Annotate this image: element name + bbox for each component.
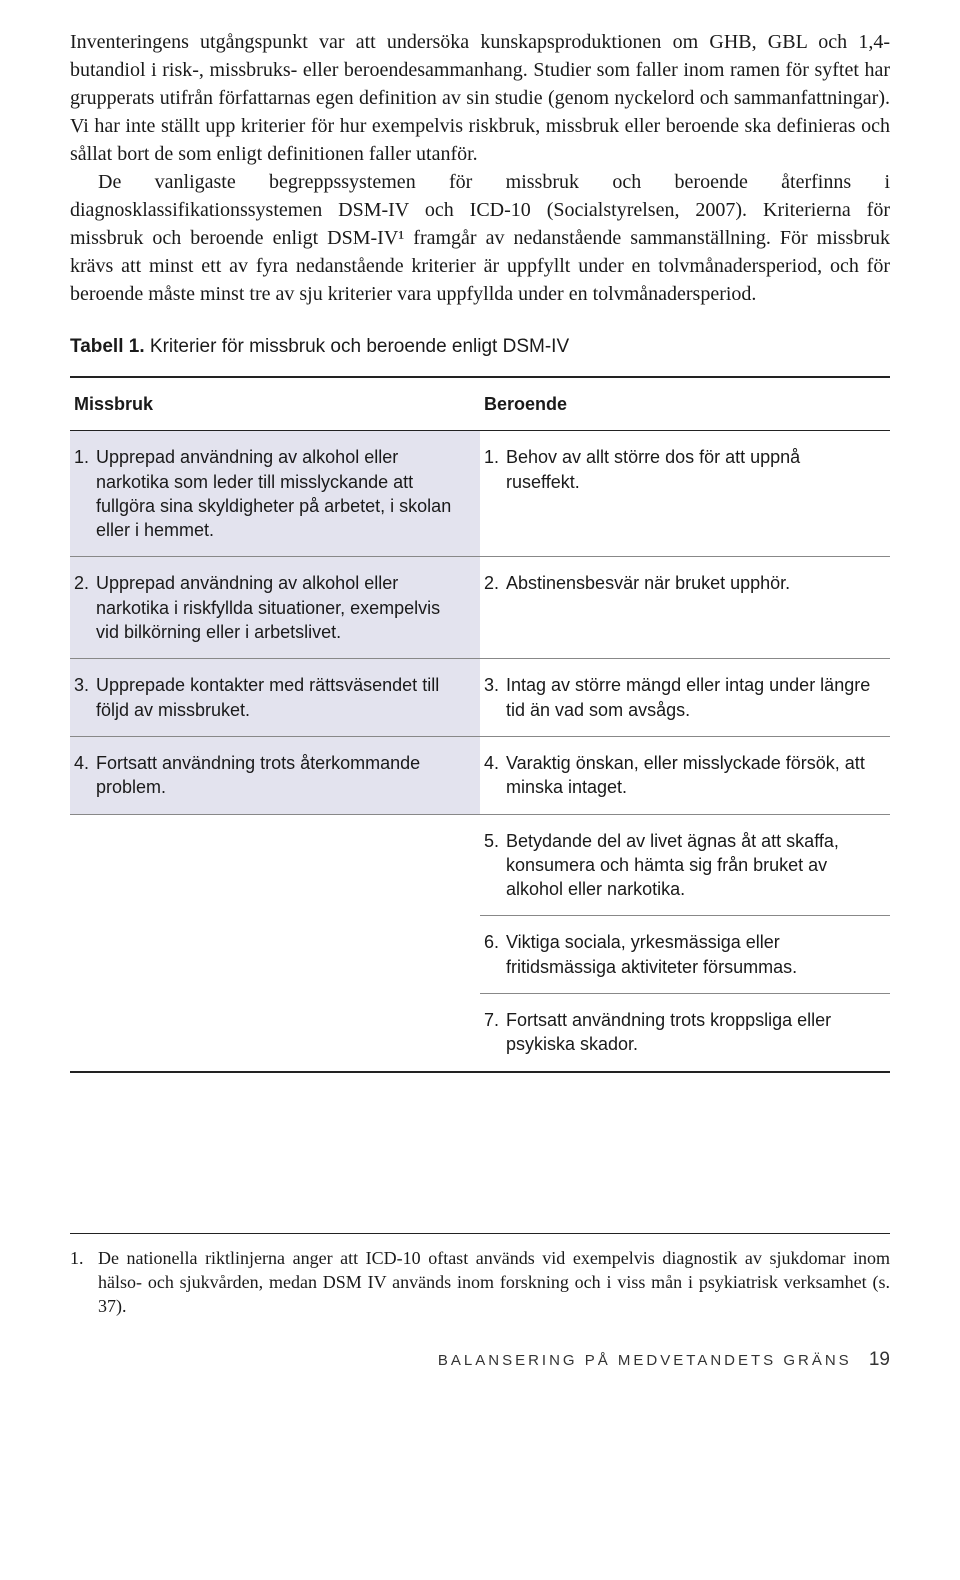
item-num: 5. xyxy=(484,829,506,902)
item-text: Fortsatt användning trots återkommande p… xyxy=(96,751,462,800)
item-text: Upprepad användning av alkohol eller nar… xyxy=(96,445,462,542)
dsm-table-body: 1.Upprepad användning av alkohol eller n… xyxy=(70,431,890,1072)
table-title: Tabell 1. Kriterier för missbruk och ber… xyxy=(70,336,890,358)
table-cell-left: 3.Upprepade kontakter med rättsväsendet … xyxy=(70,659,480,737)
item-num: 2. xyxy=(74,571,96,644)
table-cell-left: 4.Fortsatt användning trots återkommande… xyxy=(70,736,480,814)
item-text: Fortsatt användning trots kroppsliga ell… xyxy=(506,1008,872,1057)
item-num: 4. xyxy=(484,751,506,800)
footnote: 1. De nationella riktlinjerna anger att … xyxy=(70,1246,890,1319)
item-text: Varaktig önskan, eller misslyckade försö… xyxy=(506,751,872,800)
table-cell-left: 2.Upprepad användning av alkohol eller n… xyxy=(70,557,480,659)
footnote-num: 1. xyxy=(70,1246,98,1319)
body-paragraph-1: Inventeringens utgångspunkt var att unde… xyxy=(70,28,890,168)
item-text: Abstinensbesvär när bruket upphör. xyxy=(506,571,872,595)
item-num: 7. xyxy=(484,1008,506,1057)
table-cell-left xyxy=(70,916,480,994)
col-header-beroende: Beroende xyxy=(480,377,890,431)
item-text: Upprepade kontakter med rättsväsendet ti… xyxy=(96,673,462,722)
table-cell-right: 1.Behov av allt större dos för att uppnå… xyxy=(480,431,890,557)
table-cell-left xyxy=(70,814,480,916)
item-num: 2. xyxy=(484,571,506,595)
item-num: 3. xyxy=(484,673,506,722)
footer-title: BALANSERING PÅ MEDVETANDETS GRÄNS xyxy=(438,1352,852,1369)
table-cell-left: 1.Upprepad användning av alkohol eller n… xyxy=(70,431,480,557)
dsm-table: Missbruk Beroende 1.Upprepad användning … xyxy=(70,376,890,1073)
table-title-bold: Tabell 1. xyxy=(70,336,145,357)
table-title-rest: Kriterier för missbruk och beroende enli… xyxy=(145,336,570,357)
item-text: Betydande del av livet ägnas åt att skaf… xyxy=(506,829,872,902)
table-cell-right: 3.Intag av större mängd eller intag unde… xyxy=(480,659,890,737)
table-cell-right: 6.Viktiga sociala, yrkesmässiga eller fr… xyxy=(480,916,890,994)
footnote-text: De nationella riktlinjerna anger att ICD… xyxy=(98,1246,890,1319)
table-cell-right: 7.Fortsatt användning trots kroppsliga e… xyxy=(480,994,890,1072)
footnote-separator xyxy=(70,1233,890,1234)
item-text: Intag av större mängd eller intag under … xyxy=(506,673,872,722)
item-num: 1. xyxy=(484,445,506,494)
footer-page-number: 19 xyxy=(869,1349,890,1370)
item-text: Behov av allt större dos för att uppnå r… xyxy=(506,445,872,494)
table-cell-right: 5.Betydande del av livet ägnas åt att sk… xyxy=(480,814,890,916)
table-cell-right: 2.Abstinensbesvär när bruket upphör. xyxy=(480,557,890,659)
item-num: 3. xyxy=(74,673,96,722)
item-text: Viktiga sociala, yrkesmässiga eller frit… xyxy=(506,930,872,979)
item-num: 4. xyxy=(74,751,96,800)
item-num: 6. xyxy=(484,930,506,979)
item-text: Upprepad användning av alkohol eller nar… xyxy=(96,571,462,644)
item-num: 1. xyxy=(74,445,96,542)
table-cell-left xyxy=(70,994,480,1072)
body-paragraph-2: De vanligaste begreppssystemen för missb… xyxy=(70,168,890,308)
page-footer: BALANSERING PÅ MEDVETANDETS GRÄNS 19 xyxy=(70,1349,890,1371)
table-cell-right: 4.Varaktig önskan, eller misslyckade för… xyxy=(480,736,890,814)
col-header-missbruk: Missbruk xyxy=(70,377,480,431)
